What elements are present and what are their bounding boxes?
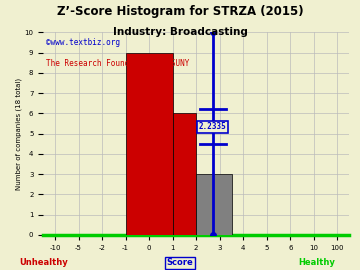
Text: ©www.textbiz.org: ©www.textbiz.org	[46, 39, 120, 48]
Text: Unhealthy: Unhealthy	[19, 258, 68, 267]
Text: Z’-Score Histogram for STRZA (2015): Z’-Score Histogram for STRZA (2015)	[57, 5, 303, 18]
Text: The Research Foundation of SUNY: The Research Foundation of SUNY	[46, 59, 190, 68]
Text: Industry: Broadcasting: Industry: Broadcasting	[113, 27, 247, 37]
Text: 2.2335: 2.2335	[199, 122, 226, 131]
Text: Score: Score	[167, 258, 193, 267]
Bar	[196, 174, 231, 235]
Bar	[173, 113, 196, 235]
Y-axis label: Number of companies (18 total): Number of companies (18 total)	[15, 77, 22, 190]
Text: Healthy: Healthy	[298, 258, 335, 267]
Bar	[126, 53, 173, 235]
